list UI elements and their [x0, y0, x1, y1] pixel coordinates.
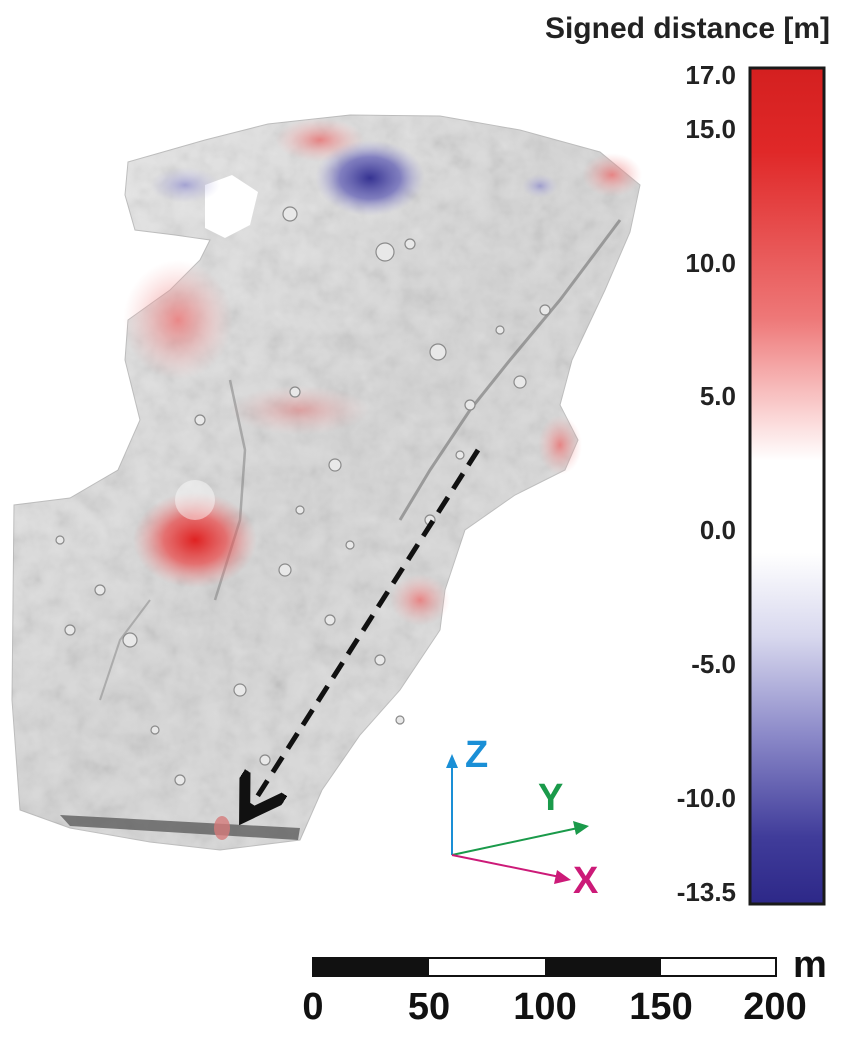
anomaly-blue [315, 140, 425, 216]
colorbar-tick-label: 17.0 [685, 60, 736, 90]
colorbar-title: Signed distance [m] [544, 12, 830, 45]
anomaly-light-blue [150, 167, 220, 203]
colorbar-tick-label: -10.0 [676, 783, 736, 814]
anomaly-pink [214, 816, 230, 840]
scale-label-200: 200 [743, 986, 807, 1028]
scale-bar [312, 957, 777, 977]
anomaly-pink [123, 260, 233, 380]
ridge-line [398, 219, 622, 521]
ridge-line [99, 599, 151, 701]
scale-bar-segment [545, 958, 661, 976]
scale-unit: m [793, 944, 827, 986]
colorbar-tick-label: 0.0 [699, 515, 736, 546]
y-axis-line [451, 827, 579, 856]
colorbar-tick-label: -5.0 [691, 649, 736, 680]
scale-label-100: 100 [513, 986, 577, 1028]
colorbar-tick-label: 10.0 [685, 247, 736, 278]
anomaly-pink [538, 415, 582, 475]
z-axis-arrowhead [446, 754, 458, 768]
y-axis-label: Y [538, 777, 563, 819]
terrain-map [11, 114, 642, 851]
scale-label-0: 0 [302, 986, 324, 1028]
colorbar-tick-label: -13.5 [676, 877, 736, 907]
x-axis-label: X [573, 860, 599, 902]
colorbar-tick-label: 5.0 [699, 381, 736, 412]
axis-triad: Z Y X [446, 734, 599, 902]
scale-label-150: 150 [629, 986, 693, 1028]
anomaly-pink [582, 153, 642, 197]
x-axis-line [451, 854, 561, 878]
colorbar-tick-label: 15.0 [685, 113, 736, 144]
z-axis-label: Z [465, 734, 488, 776]
anomaly-pink [230, 385, 370, 435]
crater-group [55, 206, 551, 786]
x-axis-arrowhead [554, 870, 571, 884]
terrain-gap [205, 175, 258, 238]
terrain-texture [12, 115, 640, 850]
anomaly-highlight [175, 480, 215, 520]
direction-arrow [250, 448, 481, 808]
scale-bar-segment [313, 958, 429, 976]
anomaly-pink [390, 574, 450, 626]
colorbar [748, 66, 826, 906]
y-axis-arrowhead [573, 821, 589, 835]
scale-label-50: 50 [407, 986, 451, 1028]
anomaly-red [133, 492, 257, 588]
anomaly-light-blue [522, 174, 558, 198]
terrain-base-edge [60, 815, 300, 840]
